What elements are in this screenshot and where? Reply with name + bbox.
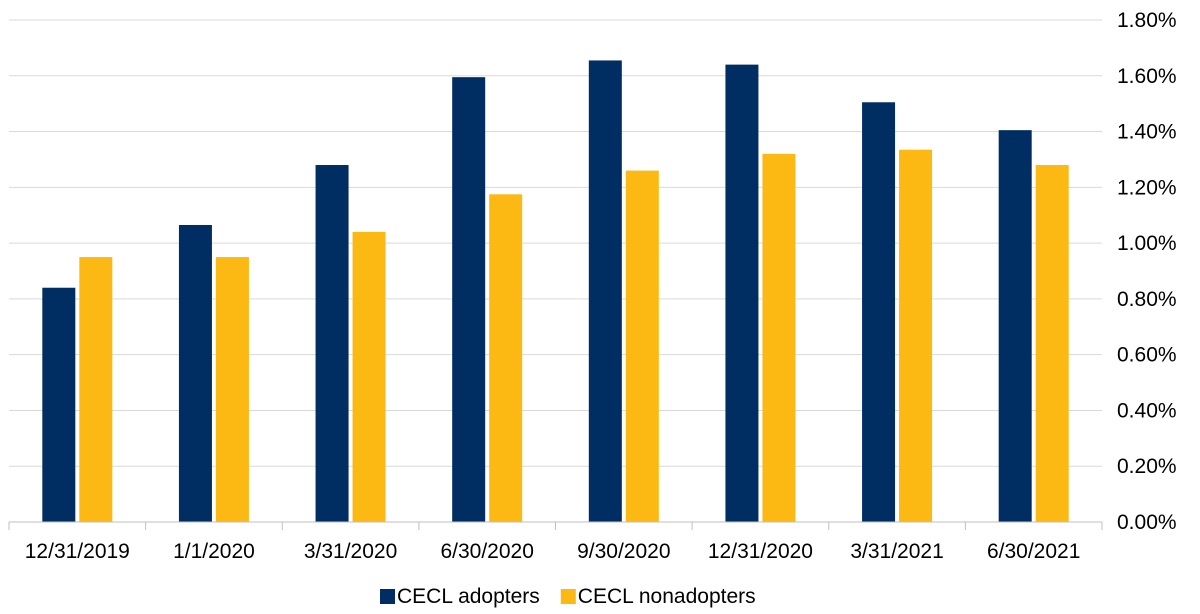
- bar-nonadopters: [352, 231, 386, 522]
- legend: CECL adopters CECL nonadopters: [380, 585, 756, 608]
- y-tick-label: 1.60%: [1117, 65, 1177, 88]
- y-tick-label: 0.60%: [1117, 344, 1177, 367]
- bar-nonadopters: [1035, 165, 1069, 522]
- bar-nonadopters: [79, 257, 113, 522]
- x-tick-label: 9/30/2020: [577, 540, 670, 563]
- y-tick-label: 1.00%: [1117, 232, 1177, 255]
- bar-adopters: [315, 165, 349, 522]
- legend-label: CECL adopters: [397, 585, 540, 608]
- bar-nonadopters: [489, 194, 523, 523]
- bars: [42, 60, 1069, 523]
- legend-swatch: [560, 589, 576, 604]
- bar-adopters: [452, 77, 486, 522]
- bar-nonadopters: [215, 257, 249, 522]
- y-tick-label: 0.20%: [1117, 455, 1177, 478]
- y-tick-label: 1.20%: [1117, 176, 1177, 199]
- bar-nonadopters: [625, 170, 659, 522]
- x-tick-label: 3/31/2020: [304, 540, 397, 563]
- x-tick-label: 1/1/2020: [173, 540, 255, 563]
- y-tick-label: 0.80%: [1117, 288, 1177, 311]
- y-axis: 0.00% 0.20% 0.40% 0.60% 0.80% 1.00% 1.20% 1.40%…: [1117, 9, 1177, 534]
- bar-adopters: [42, 287, 76, 522]
- bar-adopters: [178, 224, 212, 522]
- x-tick-label: 12/31/2019: [25, 540, 130, 563]
- legend-label: CECL nonadopters: [578, 585, 756, 608]
- y-tick-label: 1.40%: [1117, 121, 1177, 144]
- x-tick-label: 3/31/2021: [850, 540, 943, 563]
- legend-swatch: [380, 589, 395, 604]
- x-tick-label: 12/31/2020: [708, 540, 813, 563]
- x-axis: 12/31/2019 1/1/2020 3/31/2020 6/30/2020 9/30…: [8, 521, 1103, 563]
- bar-adopters: [725, 64, 759, 522]
- bar-adopters: [862, 102, 896, 523]
- bar-adopters: [588, 60, 622, 522]
- y-tick-label: 1.80%: [1117, 9, 1177, 32]
- bar-nonadopters: [762, 153, 796, 522]
- x-tick-label: 6/30/2020: [440, 540, 533, 563]
- y-tick-label: 0.00%: [1117, 511, 1177, 534]
- bar-adopters: [998, 130, 1032, 522]
- gridlines: [9, 19, 1102, 467]
- y-tick-label: 0.40%: [1117, 399, 1177, 422]
- bar-nonadopters: [899, 149, 933, 522]
- x-tick-label: 6/30/2021: [987, 540, 1080, 563]
